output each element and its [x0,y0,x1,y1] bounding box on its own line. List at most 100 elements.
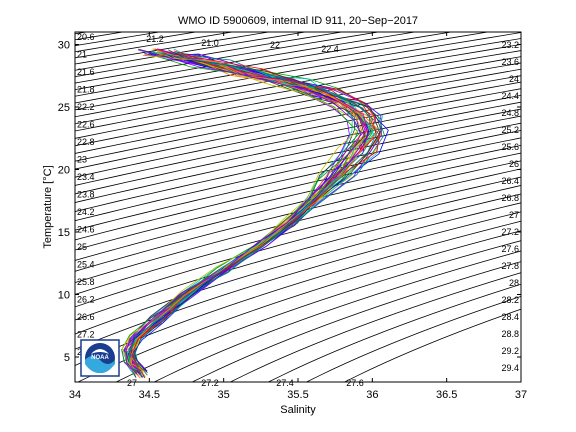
density-label: 23.4 [77,172,95,182]
density-label: 27.4 [276,378,294,388]
density-contour [75,32,521,111]
density-label: 26.8 [501,193,519,203]
density-label: 22.8 [77,137,95,147]
density-contour [75,220,521,366]
density-label: 27.2 [77,330,95,340]
density-contour [75,122,521,222]
density-label: 26 [509,159,519,169]
profile-lines [121,48,389,379]
density-contour [75,38,521,118]
noaa-logo: NOAA [80,339,120,377]
density-contour [75,185,521,308]
y-tick-label: 10 [58,290,70,302]
density-label: 21 [77,50,87,60]
density-label: 28.8 [501,329,519,339]
density-label: 25.8 [77,277,95,287]
density-label: 24.2 [77,207,95,217]
density-label: 23.2 [501,40,519,50]
profile-line [131,50,380,372]
density-label: 21.6 [77,67,95,77]
profile-line [126,51,375,374]
density-contour [75,202,521,335]
density-label: 20.6 [77,32,95,42]
x-tick-label: 37 [515,389,527,401]
density-label: 29.4 [501,363,519,373]
density-contour [77,230,521,382]
y-tick-label: 30 [58,40,70,52]
density-label: 27.6 [501,244,519,254]
density-contour [153,250,521,382]
chart-title: WMO ID 5900609, internal ID 911, 20−Sep−… [178,15,418,27]
profile-line [129,53,380,378]
density-contour [75,144,521,251]
density-contour [75,211,521,350]
density-contour [305,295,521,382]
density-label: 25.2 [501,125,519,135]
density-label: 25.4 [77,260,95,270]
noaa-logo-text: NOAA [91,355,109,361]
density-label: 21.8 [77,85,95,95]
x-tick-label: 35.5 [287,389,308,401]
density-label: 22.4 [321,44,339,54]
density-label: 24.8 [501,108,519,118]
profile-line [121,55,360,376]
profile-line [125,53,362,375]
density-label: 25.6 [501,142,519,152]
x-tick-label: 35 [218,389,230,401]
density-contour [0,20,20,395]
density-contour [75,160,521,272]
y-tick-label: 20 [58,165,70,177]
density-label: 24.6 [77,225,95,235]
density-contour [75,32,491,104]
density-label: 26.2 [77,295,95,305]
density-label: 26.4 [501,176,519,186]
density-label: 27 [509,210,519,220]
y-tick-label: 5 [64,352,70,364]
x-axis: 34 34.5 35 35.5 36 36.5 37 [69,32,527,401]
density-contour [343,308,521,382]
density-label: 21.2 [146,34,164,44]
density-contour [75,32,381,84]
y-tick-label: 15 [58,227,70,239]
density-contour [75,130,521,231]
profile-line [129,48,369,375]
density-contour [229,272,521,382]
density-contour [75,32,454,97]
density-contour [75,168,521,284]
x-tick-label: 36.5 [436,389,457,401]
density-contour [75,32,418,91]
density-label: 28.2 [501,295,519,305]
density-contour [267,283,521,382]
x-tick-label: 34 [69,389,81,401]
density-label: 23.6 [501,57,519,67]
density-contour [191,261,521,382]
density-contour [75,137,521,241]
density-label: 28.4 [501,312,519,322]
density-label: 21.0 [201,38,219,48]
profile-line [134,49,382,373]
density-label: 28 [509,278,519,288]
x-tick-label: 36 [366,389,378,401]
density-label: 23 [77,155,87,165]
density-label: 23.8 [77,190,95,200]
density-label: 27.6 [346,378,364,388]
density-contour [115,240,521,382]
density-contour [75,193,521,321]
density-contour [75,56,521,139]
density-contour [75,152,521,261]
density-labels: 20.6 21 21.6 21.8 22.2 22.6 22.8 23 23.4 23.8 24.2… [77,32,519,388]
y-tick-label: 25 [58,102,70,114]
y-axis: 5 10 15 20 25 30 [58,40,521,364]
x-axis-title: Salinity [280,404,316,416]
density-contour [75,68,521,154]
density-contour [75,62,521,147]
density-label: 24.4 [501,91,519,101]
density-contour [75,75,521,162]
density-label: 27.2 [501,227,519,237]
density-label: 27.8 [501,261,519,271]
density-label: 22 [270,40,280,50]
density-label: 25 [77,242,87,252]
y-axis-title: Temperature [°C] [42,165,54,248]
density-label: 29.2 [501,346,519,356]
